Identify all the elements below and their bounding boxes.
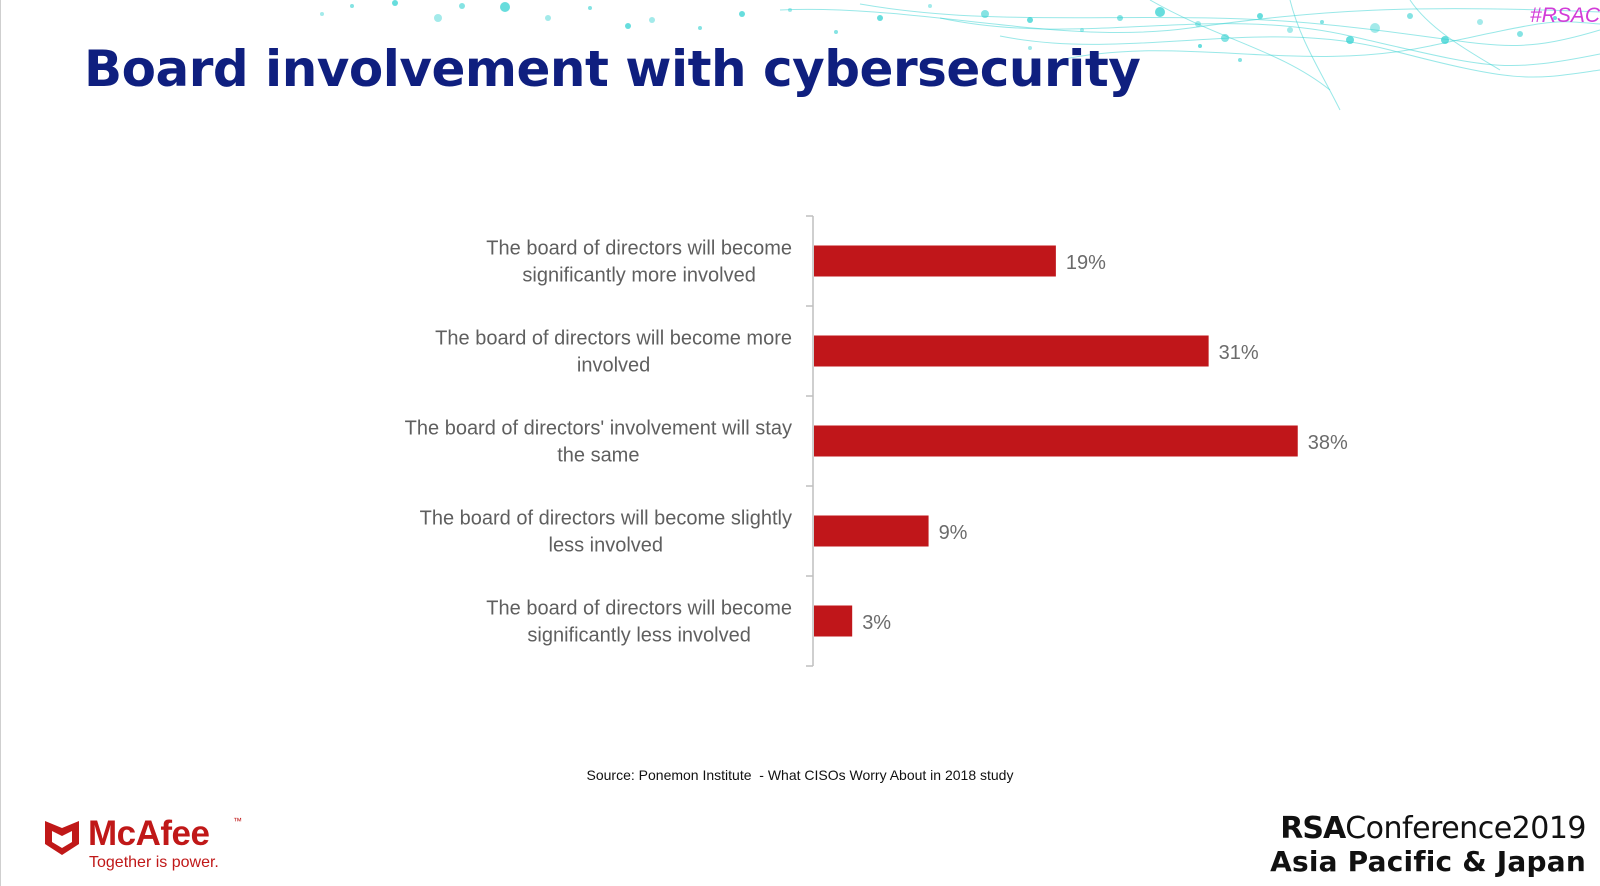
mcafee-trademark: ™ <box>233 816 242 826</box>
bar <box>814 515 929 547</box>
data-label: 31% <box>1219 342 1259 364</box>
rsa-conference-logo: RSAConference2019 Asia Pacific & Japan <box>1256 812 1586 878</box>
decor-dot <box>1287 27 1293 33</box>
decor-curve <box>1149 0 1331 91</box>
data-label: 3% <box>862 612 891 634</box>
mcafee-logo: McAfee ™ Together is power. <box>44 814 304 876</box>
bar <box>814 335 1209 367</box>
decor-dot <box>1027 17 1033 23</box>
decor-curve <box>779 8 1600 34</box>
bar <box>814 605 853 637</box>
decor-dot <box>1028 46 1032 50</box>
category-label: The board of directors will become signif… <box>486 238 792 287</box>
category-label: The board of directors will become sligh… <box>420 508 792 557</box>
decor-dot <box>1407 13 1413 19</box>
mcafee-wordmark: McAfee <box>88 814 210 853</box>
decor-dot <box>1257 13 1263 19</box>
decor-dot <box>588 6 592 10</box>
decor-dot <box>350 4 354 8</box>
decor-curve <box>939 17 1600 66</box>
decor-curve <box>1059 21 1600 61</box>
decor-dot <box>1238 58 1242 62</box>
decor-dot <box>545 15 551 21</box>
category-label: The board of directors will become more i… <box>435 328 792 377</box>
decor-dot <box>649 17 655 23</box>
category-label: The board of directors will become signif… <box>486 598 792 647</box>
decor-dot <box>928 4 932 8</box>
category-label: The board of directors' involvement will… <box>405 418 792 467</box>
slide-title: Board involvement with cybersecurity <box>84 40 1141 98</box>
decor-dot <box>1477 19 1483 25</box>
hashtag-label: #RSAC <box>1530 4 1600 27</box>
data-label: 19% <box>1066 252 1106 274</box>
decor-dot <box>392 0 398 6</box>
conference-region: Asia Pacific & Japan <box>1270 845 1586 878</box>
decor-curve <box>1289 0 1341 111</box>
conference-year: Conference2019 <box>1345 811 1586 846</box>
decor-dot <box>1155 7 1165 17</box>
bar <box>814 245 1056 277</box>
decor-dot <box>739 11 745 17</box>
decor-dot <box>1320 20 1324 24</box>
bar <box>814 425 1298 457</box>
mcafee-tagline: Together is power. <box>89 854 219 871</box>
decor-dot <box>500 2 510 12</box>
source-note: Source: Ponemon Institute - What CISOs W… <box>586 767 1014 783</box>
data-label: 38% <box>1308 432 1348 454</box>
decor-dot <box>434 14 442 22</box>
decor-dot <box>834 30 838 34</box>
decor-dot <box>1517 31 1523 37</box>
decor-curve <box>999 35 1600 78</box>
decor-curve <box>1409 0 1501 71</box>
data-label: 9% <box>939 522 968 544</box>
decor-dot <box>698 26 702 30</box>
decor-dot <box>320 12 324 16</box>
slide-left-border <box>0 0 1 886</box>
rsa-wordmark: RSA <box>1280 811 1346 846</box>
decor-dot <box>1553 16 1557 20</box>
decor-dot <box>1198 44 1202 48</box>
decorative-network-pattern <box>320 0 1600 111</box>
mcafee-shield-icon <box>45 821 79 855</box>
decor-dot <box>625 23 631 29</box>
decor-dot <box>877 15 883 21</box>
decor-dot <box>459 3 465 9</box>
